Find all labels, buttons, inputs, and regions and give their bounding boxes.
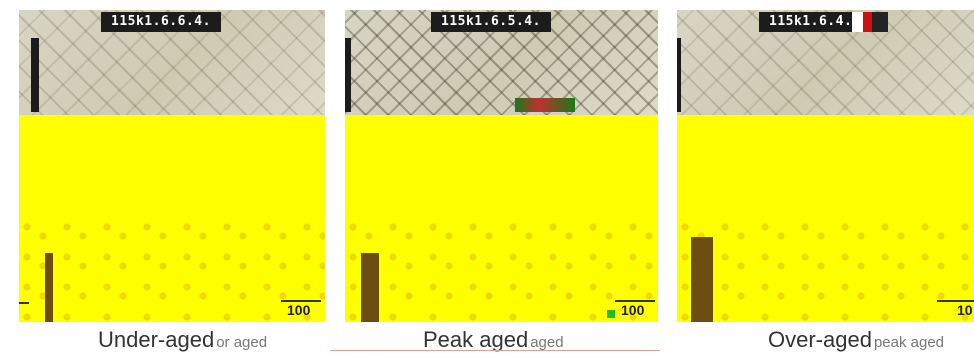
micrograph-peak-aged: 115k1.6.5.4. 100	[345, 10, 658, 322]
divider-line	[330, 350, 660, 351]
micrograph-over-aged: 115k1.6.4.2 10	[677, 10, 974, 322]
dark-marker-bar	[45, 253, 53, 322]
ghost-caption: or aged	[216, 334, 268, 351]
dark-marker-bar	[361, 253, 379, 322]
caption-peak-aged: Peak aged aged	[423, 327, 564, 357]
dark-marker-bar	[691, 237, 713, 322]
specimen-id-label: 115k1.6.4.2	[759, 12, 871, 32]
scale-bar-label: 100	[287, 302, 311, 318]
caption-under-aged: Under-aged or aged	[98, 327, 267, 357]
caption-text: Under-aged	[98, 327, 215, 352]
color-artifact-small	[607, 310, 615, 318]
micrograph-under-aged: 115k1.6.6.4. 100	[19, 10, 325, 322]
caption-text: Over-aged	[768, 327, 872, 352]
panel-left-edge	[31, 38, 39, 112]
specimen-id-label: 115k1.6.6.4.	[101, 12, 221, 32]
scale-bar	[615, 300, 655, 302]
ghost-caption: peak aged	[873, 334, 945, 351]
specimen-id-label: 115k1.6.5.4.	[431, 12, 551, 32]
scale-bar	[937, 300, 974, 302]
scale-bar-label: 10	[957, 302, 973, 318]
ghost-caption: aged	[530, 334, 564, 351]
color-artifact	[852, 12, 888, 32]
highlight-overlay	[345, 115, 658, 322]
highlight-overlay	[677, 115, 974, 322]
color-artifact	[515, 98, 575, 112]
scale-tick	[19, 302, 29, 304]
scale-bar-label: 100	[621, 302, 645, 318]
caption-over-aged: Over-aged peak aged	[768, 327, 944, 357]
scale-bar	[281, 300, 321, 302]
caption-text: Peak aged	[423, 327, 529, 352]
panel-left-edge	[677, 38, 681, 112]
panel-left-edge	[345, 38, 351, 112]
highlight-overlay	[19, 115, 325, 322]
